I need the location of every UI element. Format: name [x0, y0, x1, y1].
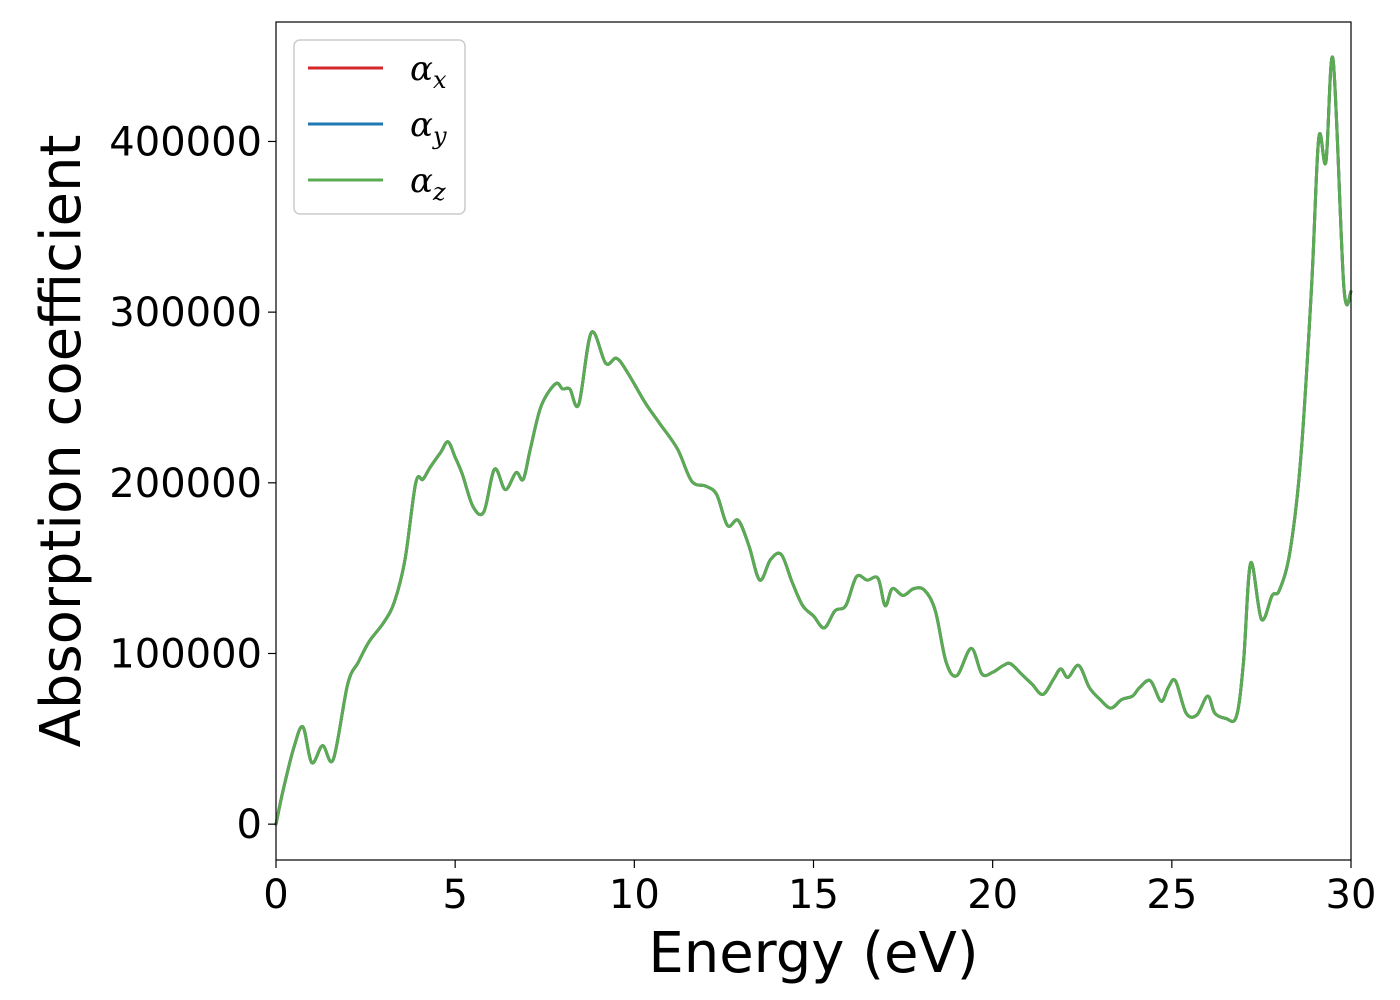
legend-entry-label: αx [410, 49, 447, 94]
y-axis-label: Absorption coefficient [29, 135, 94, 748]
series-layer [274, 55, 1353, 826]
x-tick-label: 30 [1326, 872, 1377, 918]
x-axis-ticks: 0 5 10 15 20 25 30 [263, 860, 1376, 918]
x-tick-label: 20 [967, 872, 1018, 918]
x-tick-label: 15 [788, 872, 839, 918]
x-axis-label: Energy (eV) [648, 921, 978, 986]
x-tick-label: 25 [1146, 872, 1197, 918]
y-tick-label: 0 [237, 802, 262, 848]
legend-entry-label: αz [410, 161, 446, 206]
y-axis-ticks: 0 100000 200000 300000 400000 [109, 119, 276, 848]
x-tick-label: 0 [263, 872, 288, 918]
legend-entry-label: αy [410, 105, 447, 150]
x-tick-label: 10 [609, 872, 660, 918]
x-tick-label: 5 [442, 872, 467, 918]
legend: αx αy αz [293, 39, 466, 215]
y-tick-label: 400000 [109, 119, 262, 165]
series-line-z [274, 55, 1353, 826]
y-tick-label: 300000 [109, 290, 262, 336]
y-tick-label: 200000 [109, 461, 262, 507]
legend-box [293, 39, 466, 215]
y-tick-label: 100000 [109, 631, 262, 677]
